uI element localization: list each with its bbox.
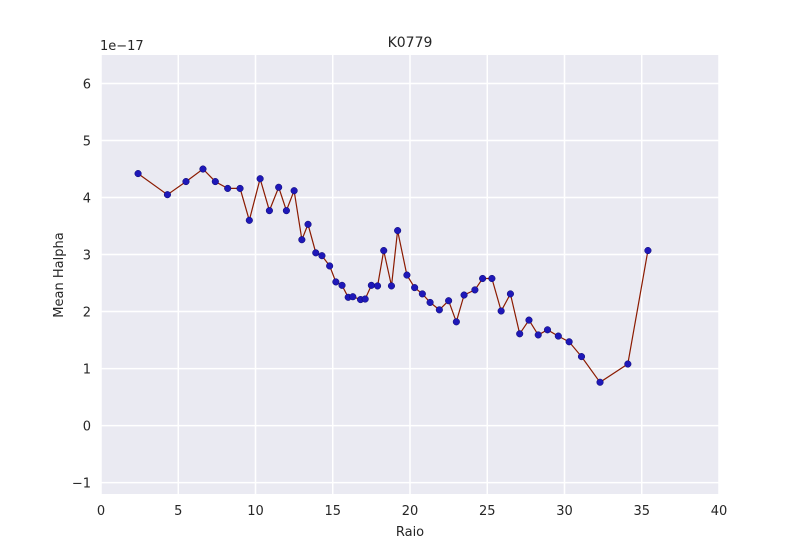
data-point: [256, 175, 264, 183]
x-tick-label: 35: [633, 504, 650, 519]
data-point: [534, 331, 542, 339]
y-axis-label: Mean Halpha: [52, 232, 67, 317]
data-point: [318, 252, 326, 260]
data-point: [182, 178, 190, 186]
data-point: [367, 281, 375, 289]
y-tick-labels: −1 0 1 2 3 4 5 6: [72, 78, 91, 492]
x-tick-label: 30: [556, 504, 573, 519]
data-point: [506, 290, 514, 298]
x-tick-label: 20: [402, 504, 419, 519]
y-tick-label: 4: [83, 192, 91, 207]
chart-title: K0779: [388, 35, 433, 51]
data-point: [596, 378, 604, 386]
data-point: [312, 249, 320, 257]
data-point: [426, 298, 434, 306]
data-point: [411, 284, 419, 292]
x-tick-label: 40: [711, 504, 728, 519]
data-point: [471, 286, 479, 294]
data-point: [349, 293, 357, 301]
data-point: [418, 290, 426, 298]
y-tick-label: −1: [72, 477, 91, 492]
data-point: [516, 330, 524, 338]
data-point: [332, 278, 340, 286]
y-tick-label: 1: [83, 363, 91, 378]
data-point: [380, 247, 388, 255]
x-tick-label: 25: [479, 504, 496, 519]
data-point: [338, 281, 346, 289]
data-point: [460, 291, 468, 299]
data-point: [282, 207, 290, 215]
data-point: [403, 271, 411, 279]
x-axis-label: Raio: [396, 525, 424, 540]
data-point: [275, 183, 283, 191]
x-tick-label: 10: [247, 504, 264, 519]
data-point: [525, 316, 533, 324]
series-line-group: [137, 168, 649, 384]
data-point: [224, 184, 232, 192]
y-tick-label: 5: [83, 135, 91, 150]
data-point: [387, 282, 396, 290]
data-point: [452, 318, 460, 326]
data-point: [199, 165, 207, 173]
data-point: [374, 282, 382, 290]
y-offset-label: 1e−17: [100, 39, 144, 54]
data-point: [361, 295, 369, 303]
data-point: [479, 274, 487, 283]
y-tick-label: 2: [83, 306, 91, 321]
data-point: [624, 360, 632, 368]
data-point: [298, 236, 306, 244]
x-tick-label: 0: [97, 504, 105, 519]
data-point: [497, 307, 505, 315]
y-tick-label: 3: [83, 249, 91, 264]
y-tick-label: 6: [83, 78, 91, 93]
data-point: [236, 184, 244, 192]
data-point: [290, 187, 298, 195]
series-line: [137, 168, 649, 384]
y-tick-label: 0: [83, 420, 91, 435]
data-point: [577, 353, 586, 361]
series-points-group: [134, 165, 652, 386]
data-point: [394, 227, 402, 235]
data-point: [265, 207, 273, 215]
data-point: [326, 262, 334, 270]
x-tick-label: 5: [174, 504, 182, 519]
x-tick-labels: 0 5 10 15 20 25 30 35 40: [97, 504, 727, 519]
data-point: [488, 274, 496, 283]
data-point: [565, 338, 573, 346]
data-point: [543, 326, 552, 334]
data-point: [445, 297, 453, 305]
data-point: [435, 306, 443, 314]
data-point: [554, 332, 562, 340]
x-tick-label: 15: [324, 504, 341, 519]
data-point: [304, 220, 312, 228]
data-point: [163, 191, 171, 199]
data-point: [211, 178, 219, 186]
grid: [100, 55, 720, 494]
data-point: [245, 216, 253, 224]
data-point: [644, 247, 652, 255]
data-point: [134, 170, 142, 178]
